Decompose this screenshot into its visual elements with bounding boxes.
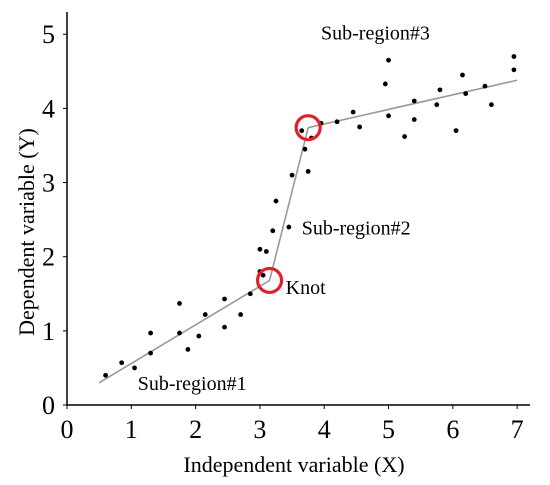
data-point: [222, 324, 227, 330]
knot-marker: [294, 114, 322, 142]
data-point: [511, 67, 517, 73]
y-tick-label: 3: [42, 169, 55, 198]
data-point: [196, 333, 202, 339]
x-tick-label: 5: [382, 415, 395, 444]
y-axis-title: Dependent variable (Y): [14, 128, 39, 336]
axes: [66, 12, 530, 406]
data-point: [334, 119, 340, 125]
tick-labels: 0 1 2 3 4 5 6 7 0 1 2 3 4 5: [42, 20, 524, 444]
annotation-label: Knot: [286, 277, 326, 299]
data-point: [273, 198, 279, 204]
data-point: [382, 81, 388, 87]
regression-segment: [98, 279, 270, 384]
data-point: [148, 350, 153, 356]
data-point: [238, 312, 244, 317]
data-point: [463, 91, 469, 96]
data-point: [460, 72, 465, 78]
data-point: [402, 134, 408, 139]
data-point: [286, 224, 292, 230]
data-point: [437, 87, 443, 93]
y-tick-label: 1: [42, 317, 55, 346]
data-point: [148, 330, 153, 336]
regression-segment: [307, 79, 518, 129]
data-point: [411, 117, 417, 122]
data-point: [177, 301, 182, 306]
y-tick-label: 5: [42, 20, 55, 49]
data-point: [260, 272, 266, 278]
data-point: [103, 372, 108, 378]
data-point: [386, 113, 391, 119]
data-point: [357, 124, 362, 130]
data-point: [350, 109, 356, 115]
data-point: [289, 172, 295, 178]
x-axis-title: Independent variable (X): [183, 452, 404, 477]
x-tick-label: 4: [318, 415, 331, 444]
data-point: [177, 330, 182, 336]
annotation-label: Sub-region#3: [321, 22, 430, 44]
data-point: [386, 57, 391, 63]
knot-marker: [255, 266, 284, 295]
data-point: [489, 102, 494, 108]
regression-segment: [268, 127, 309, 281]
x-tick-label: 3: [253, 415, 266, 444]
data-point: [132, 365, 137, 371]
y-tick-label: 2: [42, 243, 55, 272]
x-tick-label: 0: [61, 415, 74, 444]
annotation-label: Sub-region#2: [302, 217, 411, 239]
annotations: Sub-region#1 Knot Sub-region#2 Sub-region#3: [138, 22, 430, 395]
data-point: [119, 360, 125, 366]
annotation-label: Sub-region#1: [138, 373, 247, 395]
data-point: [202, 312, 208, 317]
data-point: [411, 98, 417, 104]
x-tick-label: 2: [189, 415, 202, 444]
data-point: [302, 146, 308, 152]
x-tick-label: 6: [446, 415, 459, 444]
data-point: [263, 249, 269, 254]
y-tick-label: 4: [42, 94, 55, 123]
data-point: [299, 128, 305, 134]
data-point: [222, 296, 227, 302]
data-point: [434, 102, 440, 108]
data-point: [511, 54, 517, 59]
data-point: [453, 128, 459, 134]
knot-markers: [255, 114, 322, 295]
data-point: [305, 169, 311, 174]
data-point: [482, 83, 488, 89]
data-point: [270, 228, 276, 234]
x-tick-label: 7: [511, 415, 524, 444]
data-points: [103, 54, 517, 378]
data-point: [185, 346, 191, 352]
y-tick-label: 0: [42, 391, 55, 420]
x-tick-label: 1: [125, 415, 138, 444]
regression-segments: [98, 79, 518, 384]
data-point: [247, 291, 253, 297]
data-point: [257, 246, 263, 252]
